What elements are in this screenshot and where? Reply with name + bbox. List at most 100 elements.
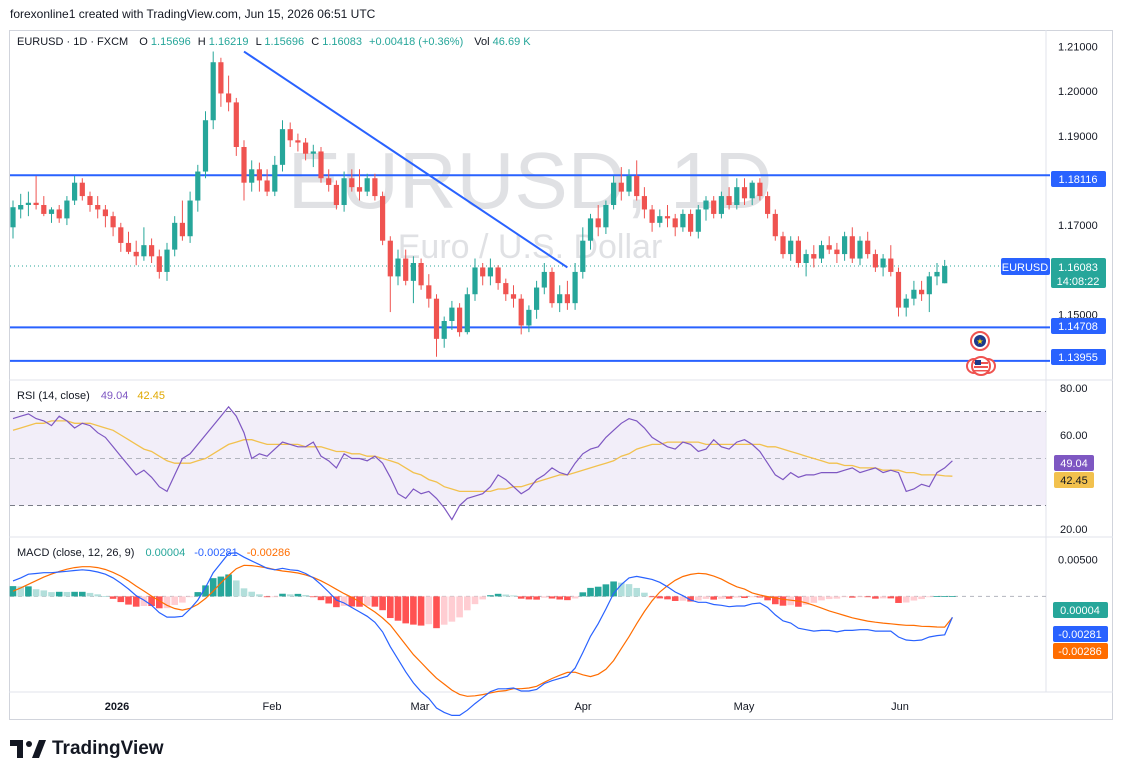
candle-body (118, 227, 124, 243)
legend-c-label: C (311, 36, 319, 48)
tradingview-logo[interactable]: TradingView (10, 738, 164, 760)
candle-body (433, 298, 440, 339)
candle-body (33, 202, 39, 205)
candle-body (426, 285, 432, 299)
candle-body (387, 240, 393, 277)
badge-level-2: 1.14708 (1051, 318, 1106, 334)
badge-macd-line-text: -0.00281 (1058, 629, 1101, 641)
legend-change: +0.00418 (+0.36%) (369, 36, 463, 48)
candle-body (64, 200, 70, 219)
badge-level-1: 1.18116 (1051, 171, 1106, 187)
rsi-legend-value: 49.04 (101, 390, 129, 402)
candle-body (664, 216, 671, 219)
macd-histogram-bar (641, 592, 648, 597)
macd-histogram-bar (618, 582, 625, 597)
credit-line: forexonline1 created with TradingView.co… (10, 7, 376, 21)
legend-vol-value: 46.69 K (493, 36, 532, 48)
macd-histogram-bar (510, 595, 517, 597)
macd-histogram-bar (325, 596, 332, 604)
rsi-axis-label: 80.00 (1060, 383, 1088, 395)
macd-histogram-bar (564, 596, 571, 601)
candle-body (495, 267, 501, 284)
macd-legend-signal: -0.00286 (247, 547, 290, 559)
macd-legend-hist: 0.00004 (145, 547, 185, 559)
us-flag-event-icon[interactable] (966, 356, 996, 376)
candle-body (41, 205, 47, 214)
legend-o-label: O (139, 36, 148, 48)
candle-body (372, 178, 378, 197)
candle-body (788, 240, 794, 255)
macd-histogram-bar (379, 596, 386, 611)
candle-body (526, 309, 532, 326)
macd-axis-label: 0.00500 (1058, 554, 1098, 566)
macd-histogram-bar (86, 592, 94, 597)
macd-histogram-bar (209, 578, 217, 597)
macd-histogram-bar (587, 587, 594, 597)
candle-body (818, 245, 825, 259)
candle-body (857, 240, 863, 259)
price-axis-label: 1.21000 (1058, 42, 1098, 54)
rsi-ma-line (12, 420, 953, 493)
candle-body (279, 129, 286, 165)
macd-histogram-bar (387, 596, 394, 619)
macd-histogram-bar (340, 596, 348, 606)
macd-histogram-bar (525, 596, 533, 600)
macd-histogram-bar (286, 594, 294, 597)
rsi-axis-label: 60.00 (1060, 430, 1088, 442)
candle-body (649, 209, 655, 223)
macd-histogram-bar (109, 596, 117, 599)
badge-macd-signal: -0.00286 (1053, 643, 1108, 659)
time-axis-label: May (734, 701, 755, 713)
watermark-description: Euro / U.S. Dollar (398, 228, 663, 266)
macd-histogram-bar (741, 596, 748, 599)
economic-event-icon[interactable]: ★ (970, 331, 990, 351)
svg-text:★: ★ (976, 337, 983, 346)
tradingview-logo-icon (10, 740, 46, 758)
macd-histogram-bar (156, 596, 163, 609)
badge-level-3: 1.13955 (1051, 349, 1106, 365)
badge-countdown-text: 14:08:22 (1057, 276, 1100, 288)
macd-histogram-bar (55, 591, 63, 597)
candle-body (780, 236, 786, 255)
legend-l-label: L (256, 36, 262, 48)
time-axis-label: Mar (411, 701, 430, 713)
macd-histogram-bar (456, 596, 463, 618)
macd-histogram-bar (594, 586, 602, 597)
candle-body (572, 271, 578, 304)
macd-histogram-bar (926, 596, 933, 598)
candle-body (457, 307, 463, 333)
macd-histogram-bar (302, 594, 309, 597)
macd-histogram-bar (541, 596, 548, 598)
badge-macd-signal-text: -0.00286 (1058, 646, 1101, 658)
macd-histogram-bar (664, 596, 671, 600)
candle-body (95, 205, 101, 210)
macd-histogram-bar (779, 596, 787, 606)
legend-o-value: 1.15696 (151, 36, 191, 48)
badge-symbol: EURUSD (1001, 258, 1050, 275)
candle-body (287, 129, 293, 141)
candle-body (333, 184, 339, 205)
macd-histogram-bar (872, 596, 879, 599)
price-axis-label: 1.19000 (1058, 131, 1098, 143)
macd-histogram-bar (410, 596, 417, 625)
candle-body (834, 249, 840, 255)
macd-histogram-bar (933, 596, 941, 597)
macd-histogram-bar (186, 596, 194, 598)
candle-body (72, 182, 78, 201)
time-axis-label: Apr (574, 701, 591, 713)
macd-histogram-bar (363, 596, 371, 606)
macd-histogram-bar (148, 596, 155, 606)
time-axis-label: Jun (891, 701, 909, 713)
badge-macd-line: -0.00281 (1053, 626, 1108, 642)
candle-body (749, 182, 755, 199)
time-axis-label: 2026 (105, 701, 129, 713)
candle-body (718, 196, 724, 214)
macd-histogram-bar (849, 596, 856, 598)
macd-histogram-bar (40, 590, 48, 597)
macd-legend: MACD (close, 12, 26, 9) 0.00004 -0.00281… (17, 547, 290, 559)
badge-rsi-ma: 42.45 (1054, 472, 1094, 488)
candle-body (18, 205, 24, 210)
candle-body (256, 169, 262, 181)
macd-histogram-bar (764, 596, 771, 601)
